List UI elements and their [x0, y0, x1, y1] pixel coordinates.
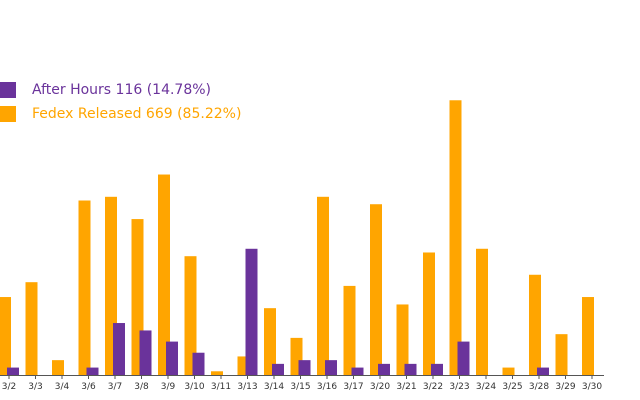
x-tick-label: 3/8: [134, 382, 149, 392]
bar-after-hours-3/7[interactable]: [113, 323, 125, 375]
bar-fedex-released-3/3[interactable]: [25, 282, 38, 375]
bar-fedex-released-3/9[interactable]: [158, 174, 170, 375]
bar-fedex-released-3/4[interactable]: [52, 360, 64, 375]
x-tick-label: 3/10: [184, 382, 204, 392]
x-tick-label: 3/2: [2, 382, 16, 392]
bar-fedex-released-3/14[interactable]: [264, 308, 276, 375]
bar-fedex-released-3/25[interactable]: [502, 367, 515, 375]
x-tick-label: 3/13: [237, 382, 257, 392]
x-tick-label: 3/4: [55, 382, 70, 392]
x-tick-label: 3/16: [317, 382, 337, 392]
x-tick-label: 3/21: [396, 382, 416, 392]
bar-fedex-released-3/24[interactable]: [476, 248, 488, 375]
x-tick-label: 3/25: [502, 382, 522, 392]
legend-label-after-hours: After Hours 116 (14.78%): [32, 82, 212, 98]
bar-fedex-released-3/11[interactable]: [211, 371, 223, 375]
bar-after-hours-3/22[interactable]: [431, 363, 443, 375]
legend-item-after-hours[interactable]: After Hours 116 (14.78%): [0, 78, 241, 102]
bar-fedex-released-3/29[interactable]: [555, 334, 568, 375]
bar-fedex-released-3/2[interactable]: [0, 297, 11, 375]
bar-after-hours-3/28[interactable]: [537, 367, 549, 375]
x-tick-label: 3/20: [370, 382, 390, 392]
bar-fedex-released-3/17[interactable]: [343, 285, 356, 375]
bar-after-hours-3/21[interactable]: [404, 363, 417, 375]
legend-item-fedex-released[interactable]: Fedex Released 669 (85.22%): [0, 102, 241, 126]
x-tick-label: 3/14: [264, 382, 284, 392]
x-tick-label: 3/11: [211, 382, 231, 392]
x-tick-label: 3/24: [476, 382, 496, 392]
bar-fedex-released-3/28[interactable]: [529, 274, 541, 375]
legend-swatch-fedex-released: [0, 106, 16, 122]
bar-fedex-released-3/22[interactable]: [423, 252, 435, 375]
legend-swatch-after-hours: [0, 82, 16, 98]
bar-after-hours-3/17[interactable]: [351, 367, 364, 375]
bar-after-hours-3/23[interactable]: [457, 341, 470, 375]
x-tick-label: 3/9: [161, 382, 176, 392]
bar-after-hours-3/10[interactable]: [192, 352, 205, 375]
x-tick-label: 3/22: [423, 382, 443, 392]
bar-after-hours-3/20[interactable]: [378, 363, 390, 375]
legend-label-fedex-released: Fedex Released 669 (85.22%): [32, 106, 242, 122]
bar-after-hours-3/8[interactable]: [139, 330, 152, 375]
bar-fedex-released-3/23[interactable]: [449, 100, 462, 376]
bar-after-hours-3/6[interactable]: [86, 367, 99, 375]
x-tick-label: 3/7: [108, 382, 122, 392]
bar-after-hours-3/13[interactable]: [245, 248, 258, 375]
bar-fedex-released-3/16[interactable]: [317, 196, 329, 375]
x-tick-label: 3/15: [290, 382, 310, 392]
x-tick-label: 3/28: [529, 382, 549, 392]
bar-after-hours-3/15[interactable]: [298, 360, 311, 375]
bar-after-hours-3/14[interactable]: [272, 363, 284, 375]
x-tick-label: 3/23: [449, 382, 469, 392]
bar-after-hours-3/9[interactable]: [166, 341, 178, 375]
x-tick-label: 3/29: [555, 382, 575, 392]
bar-fedex-released-3/21[interactable]: [396, 304, 409, 375]
x-tick-label: 3/6: [81, 382, 96, 392]
legend: After Hours 116 (14.78%) Fedex Released …: [0, 78, 241, 126]
bar-fedex-released-3/20[interactable]: [370, 204, 382, 375]
bar-fedex-released-3/6[interactable]: [78, 200, 91, 375]
bar-after-hours-3/2[interactable]: [7, 367, 19, 375]
x-tick-label: 3/30: [582, 382, 602, 392]
bar-fedex-released-3/10[interactable]: [184, 256, 197, 375]
bar-after-hours-3/16[interactable]: [325, 360, 337, 375]
x-tick-label: 3/17: [343, 382, 363, 392]
bar-fedex-released-3/30[interactable]: [582, 297, 594, 375]
x-tick-label: 3/3: [28, 382, 42, 392]
